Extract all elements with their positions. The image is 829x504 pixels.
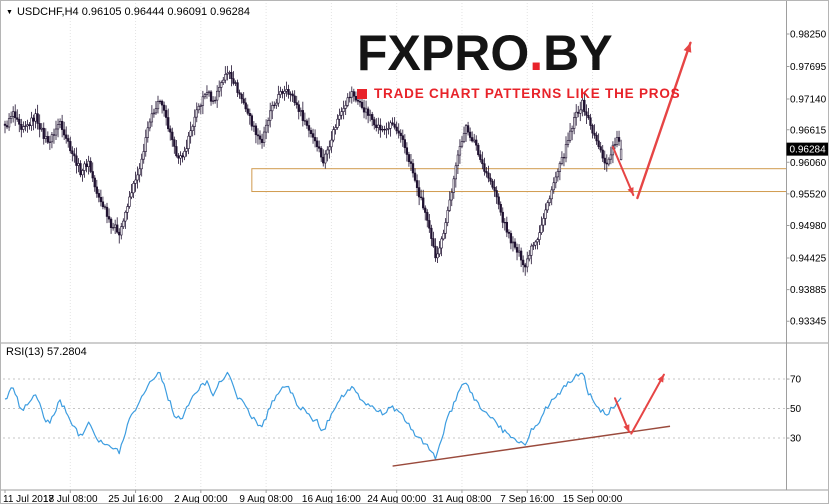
fxpro-logo-tagline: TRADE CHART PATTERNS LIKE THE PROS — [357, 86, 680, 101]
logo-red-dot: . — [529, 25, 544, 81]
svg-text:30: 30 — [790, 434, 802, 445]
candles — [3, 65, 623, 276]
symbol-bar: ▼ USDCHF,H4 0.96105 0.96444 0.96091 0.96… — [6, 6, 250, 18]
svg-text:0.96284: 0.96284 — [790, 145, 827, 156]
rsi-indicator-label: RSI(13) 57.2804 — [6, 346, 87, 358]
svg-text:7 Sep 16:00: 7 Sep 16:00 — [500, 494, 554, 504]
svg-text:0.96615: 0.96615 — [790, 125, 827, 136]
svg-text:25 Jul 16:00: 25 Jul 16:00 — [108, 494, 163, 504]
svg-text:24 Aug 00:00: 24 Aug 00:00 — [367, 494, 426, 504]
svg-text:15 Sep 00:00: 15 Sep 00:00 — [563, 494, 623, 504]
svg-text:0.97695: 0.97695 — [790, 62, 827, 73]
tagline-mark-icon — [357, 88, 367, 99]
support-zone-rectangle — [251, 168, 787, 193]
current-price-tag: 0.96284 — [786, 142, 828, 156]
svg-text:0.94980: 0.94980 — [790, 221, 827, 232]
tagline-text: TRADE CHART PATTERNS LIKE THE PROS — [374, 86, 681, 101]
analyst-annotations — [392, 41, 692, 467]
grid-lines — [3, 3, 787, 490]
svg-text:0.93885: 0.93885 — [790, 285, 827, 296]
svg-text:50: 50 — [790, 404, 802, 415]
rsi-indicator-line — [4, 371, 622, 460]
svg-text:9 Aug 08:00: 9 Aug 08:00 — [239, 494, 293, 504]
svg-text:0.96060: 0.96060 — [790, 158, 827, 169]
logo-text-by: BY — [543, 25, 613, 81]
svg-text:0.95520: 0.95520 — [790, 189, 827, 200]
fxpro-logo: FXPRO.BY TRADE CHART PATTERNS LIKE THE P… — [357, 28, 680, 101]
svg-text:70: 70 — [790, 375, 802, 386]
logo-text-fxpro: FXPRO — [357, 25, 530, 81]
svg-text:11 Jul 2017: 11 Jul 2017 — [3, 494, 54, 504]
svg-text:0.94425: 0.94425 — [790, 253, 827, 264]
svg-text:31 Aug 08:00: 31 Aug 08:00 — [432, 494, 491, 504]
svg-text:16 Aug 16:00: 16 Aug 16:00 — [302, 494, 361, 504]
symbol-ohlc-text: USDCHF,H4 0.96105 0.96444 0.96091 0.9628… — [16, 6, 250, 18]
svg-text:18 Jul 08:00: 18 Jul 08:00 — [43, 494, 98, 504]
symbol-dropdown-icon[interactable]: ▼ — [6, 8, 13, 16]
svg-text:0.98250: 0.98250 — [790, 30, 827, 41]
fxpro-logo-text: FXPRO.BY — [357, 28, 680, 79]
svg-text:0.97140: 0.97140 — [790, 95, 827, 106]
svg-text:0.93345: 0.93345 — [790, 317, 827, 328]
svg-text:2 Aug 00:00: 2 Aug 00:00 — [174, 494, 228, 504]
